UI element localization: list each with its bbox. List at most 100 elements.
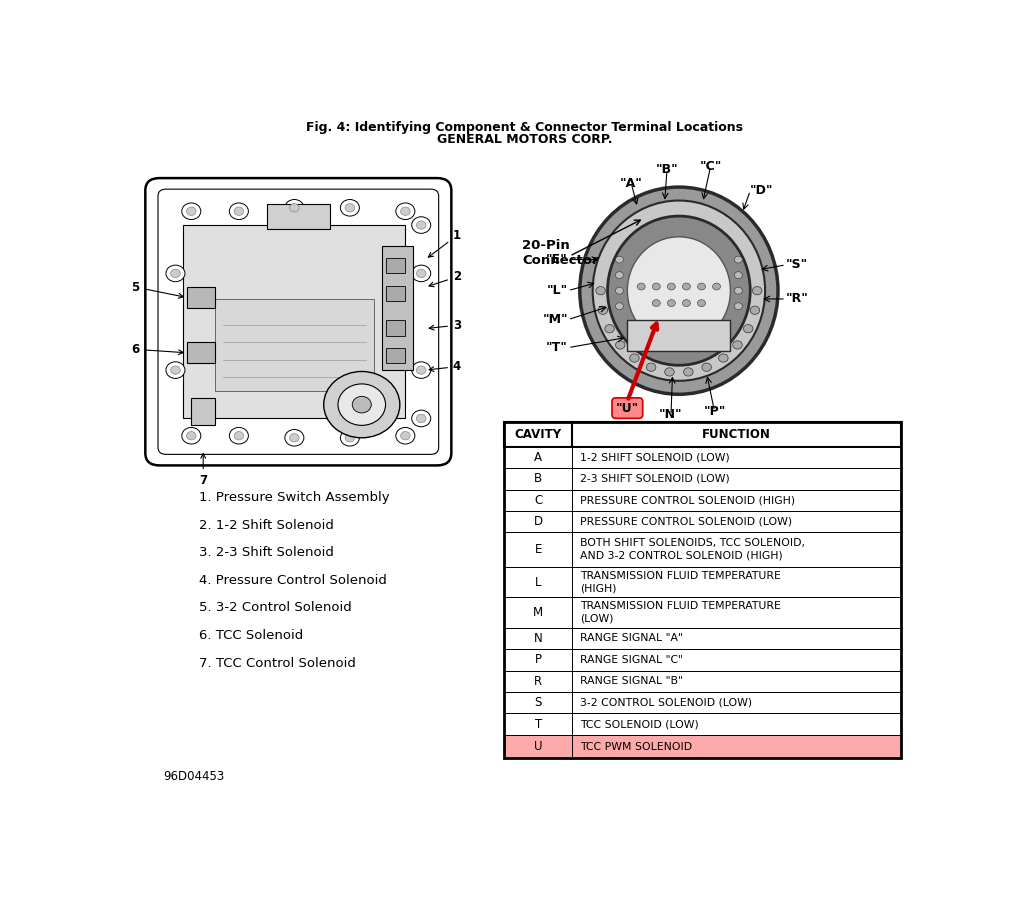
Circle shape (396, 203, 415, 220)
FancyBboxPatch shape (386, 258, 405, 274)
Text: 2-3 SHIFT SOLENOID (LOW): 2-3 SHIFT SOLENOID (LOW) (580, 474, 729, 483)
Text: CAVITY: CAVITY (515, 428, 562, 440)
Circle shape (345, 204, 355, 212)
Text: "U": "U" (616, 402, 639, 414)
Circle shape (653, 283, 660, 290)
Circle shape (416, 269, 426, 277)
Text: 4: 4 (430, 360, 461, 373)
FancyBboxPatch shape (386, 286, 405, 301)
Circle shape (284, 430, 304, 446)
FancyBboxPatch shape (504, 713, 901, 735)
Circle shape (229, 203, 249, 220)
Text: 6. TCC Solenoid: 6. TCC Solenoid (199, 629, 304, 642)
Text: R: R (534, 675, 542, 688)
Circle shape (616, 303, 623, 309)
Text: "L": "L" (546, 284, 568, 297)
Text: RANGE SIGNAL "A": RANGE SIGNAL "A" (580, 633, 682, 643)
FancyBboxPatch shape (145, 179, 451, 466)
Text: B: B (534, 473, 542, 485)
FancyBboxPatch shape (504, 671, 901, 692)
Text: 7: 7 (199, 454, 208, 487)
Circle shape (735, 272, 743, 279)
Text: "D": "D" (750, 184, 773, 197)
Circle shape (341, 430, 359, 446)
Circle shape (171, 269, 180, 277)
FancyBboxPatch shape (183, 225, 405, 418)
Text: P: P (535, 653, 541, 666)
Text: 1-2 SHIFT SOLENOID (LOW): 1-2 SHIFT SOLENOID (LOW) (580, 452, 729, 463)
Circle shape (338, 384, 386, 425)
Circle shape (401, 431, 410, 440)
Circle shape (323, 371, 400, 438)
Text: "E": "E" (546, 253, 568, 266)
Circle shape (637, 283, 646, 290)
Circle shape (732, 341, 743, 349)
Text: "N": "N" (659, 408, 682, 422)
Circle shape (411, 217, 431, 233)
Text: "P": "P" (704, 405, 725, 418)
Text: GENERAL MOTORS CORP.: GENERAL MOTORS CORP. (437, 133, 612, 146)
FancyBboxPatch shape (215, 299, 373, 391)
Text: TCC SOLENOID (LOW): TCC SOLENOID (LOW) (580, 719, 699, 729)
Text: 1: 1 (429, 229, 461, 257)
Circle shape (182, 203, 201, 220)
Circle shape (595, 286, 606, 295)
Circle shape (171, 366, 180, 374)
Text: U: U (534, 740, 542, 753)
Text: PRESSURE CONTROL SOLENOID (HIGH): PRESSURE CONTROL SOLENOID (HIGH) (580, 495, 795, 505)
Text: "R": "R" (786, 292, 809, 306)
Text: RANGE SIGNAL "C": RANGE SIGNAL "C" (580, 655, 682, 665)
Text: A: A (534, 451, 542, 464)
Circle shape (416, 221, 426, 230)
Text: 96D04453: 96D04453 (164, 771, 225, 783)
Circle shape (702, 363, 711, 371)
Circle shape (616, 287, 623, 294)
Text: L: L (535, 576, 541, 588)
FancyBboxPatch shape (504, 490, 901, 511)
Circle shape (735, 287, 743, 294)
Text: T: T (535, 718, 542, 730)
Text: FUNCTION: FUNCTION (702, 428, 770, 440)
Text: BOTH SHIFT SOLENOIDS, TCC SOLENOID,
AND 3-2 CONTROL SOLENOID (HIGH): BOTH SHIFT SOLENOIDS, TCC SOLENOID, AND … (580, 538, 805, 561)
Text: 2: 2 (429, 270, 461, 287)
Circle shape (744, 325, 753, 333)
Ellipse shape (592, 201, 765, 381)
Text: D: D (534, 515, 543, 528)
Circle shape (345, 433, 355, 442)
Circle shape (698, 300, 706, 307)
Text: 2. 1-2 Shift Solenoid: 2. 1-2 Shift Solenoid (199, 518, 335, 532)
FancyBboxPatch shape (386, 320, 405, 335)
FancyBboxPatch shape (504, 422, 901, 447)
Text: Fig. 4: Identifying Component & Connector Terminal Locations: Fig. 4: Identifying Component & Connecto… (306, 121, 743, 135)
Circle shape (750, 306, 760, 315)
FancyBboxPatch shape (627, 319, 730, 351)
Circle shape (341, 199, 359, 216)
Text: TRANSMISSION FLUID TEMPERATURE
(LOW): TRANSMISSION FLUID TEMPERATURE (LOW) (580, 601, 781, 623)
Circle shape (735, 303, 743, 309)
Circle shape (416, 366, 426, 374)
Circle shape (411, 361, 431, 379)
FancyBboxPatch shape (504, 447, 901, 468)
Circle shape (598, 306, 608, 315)
Text: 3. 2-3 Shift Solenoid: 3. 2-3 Shift Solenoid (199, 546, 335, 559)
Circle shape (616, 341, 625, 349)
Text: 7. TCC Control Solenoid: 7. TCC Control Solenoid (199, 657, 356, 670)
Ellipse shape (580, 187, 779, 395)
Text: "M": "M" (542, 313, 568, 327)
Text: M: M (533, 606, 543, 619)
Circle shape (698, 283, 706, 290)
Text: "T": "T" (546, 341, 568, 354)
Circle shape (713, 283, 720, 290)
Circle shape (166, 361, 185, 379)
FancyBboxPatch shape (386, 348, 405, 363)
Text: 1. Pressure Switch Assembly: 1. Pressure Switch Assembly (199, 491, 390, 504)
Circle shape (630, 354, 639, 362)
Circle shape (411, 266, 431, 282)
Circle shape (605, 325, 615, 333)
Ellipse shape (627, 237, 730, 344)
Circle shape (186, 431, 196, 440)
Text: TRANSMISSION FLUID TEMPERATURE
(HIGH): TRANSMISSION FLUID TEMPERATURE (HIGH) (580, 571, 781, 593)
Text: 3-2 CONTROL SOLENOID (LOW): 3-2 CONTROL SOLENOID (LOW) (580, 698, 752, 708)
Text: C: C (534, 493, 542, 507)
Circle shape (682, 300, 691, 307)
